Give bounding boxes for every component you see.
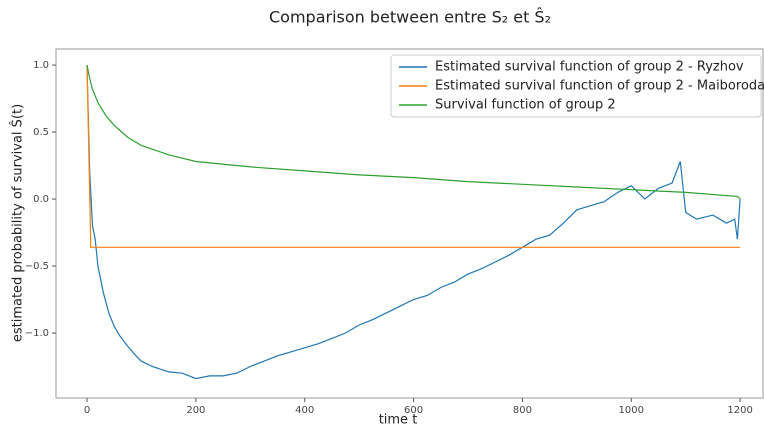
- x-tick-label: 1200: [727, 405, 752, 416]
- series-line: [86, 64, 741, 200]
- y-tick-label: −0.5: [25, 261, 49, 272]
- y-tick-label: −1.0: [25, 328, 49, 339]
- series-line: [86, 65, 741, 248]
- y-tick-label: 0.5: [33, 127, 49, 138]
- y-tick-label: 0.0: [33, 194, 49, 205]
- x-axis-label: time t: [379, 413, 418, 428]
- legend-label: Estimated survival function of group 2 -…: [435, 79, 764, 94]
- x-tick-label: 1000: [619, 405, 644, 416]
- plot-frame: [55, 48, 764, 399]
- chart-title: Comparison between entre S₂ et Ŝ₂: [269, 8, 551, 27]
- y-tick-label: 1.0: [33, 60, 49, 71]
- x-tick-label: 400: [295, 405, 314, 416]
- x-tick-label: 800: [513, 405, 532, 416]
- x-tick-label: 600: [404, 405, 423, 416]
- x-tick-label: 0: [84, 405, 90, 416]
- y-axis-label: estimated probability of survival Ŝ(t): [10, 104, 26, 342]
- legend-label: Estimated survival function of group 2 -…: [435, 60, 744, 75]
- x-tick-label: 200: [186, 405, 205, 416]
- series-line: [86, 65, 741, 380]
- legend-box: [390, 54, 762, 118]
- legend-label: Survival function of group 2: [435, 98, 616, 113]
